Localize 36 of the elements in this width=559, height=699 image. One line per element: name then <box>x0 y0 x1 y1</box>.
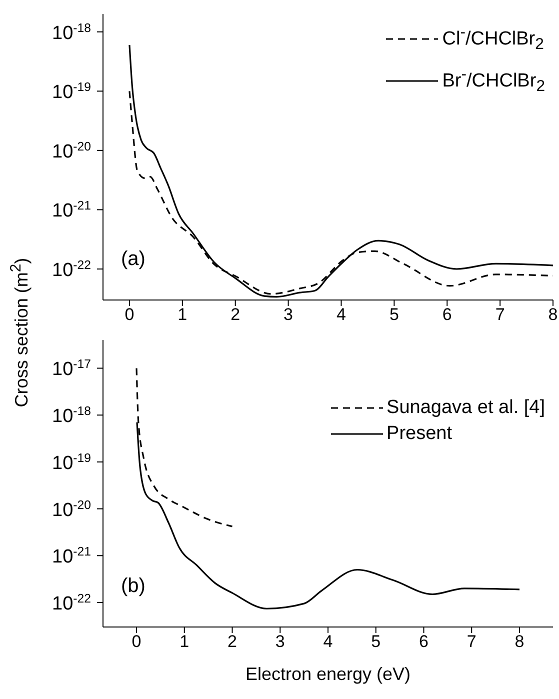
y-tick-label: 10$^{-20}$ <box>52 498 92 521</box>
x-tick-label: 7 <box>495 305 505 324</box>
x-tick-label: 0 <box>132 632 142 652</box>
y-tick-label: 10$^{-22}$ <box>52 592 92 614</box>
x-tick-label: 1 <box>178 305 188 324</box>
x-tick-label: 7 <box>466 632 476 652</box>
y-tick-label: 10$^{-18}$ <box>52 404 92 428</box>
y-tick-label: 10$^{-21}$ <box>52 544 92 568</box>
x-tick-label: 6 <box>419 632 428 652</box>
y-tick-label: 10$^{-17}$ <box>52 357 92 380</box>
y-tick-label: 10$^{-21}$ <box>52 198 92 222</box>
x-tick-label: 2 <box>228 632 237 652</box>
x-tick-label: 4 <box>336 305 346 324</box>
x-tick-label: 6 <box>442 305 452 324</box>
x-tick-label: 2 <box>230 305 240 324</box>
x-tick-label: 3 <box>275 632 285 652</box>
legend-label: Sunagava et al. [4] <box>386 397 545 419</box>
legend-label: Present <box>386 423 452 445</box>
x-tick-label: 1 <box>180 632 190 652</box>
y-tick-label: 10$^{-18}$ <box>52 20 92 44</box>
x-tick-label: 4 <box>323 632 333 652</box>
annotation: (b) <box>121 575 146 598</box>
x-tick-label: 5 <box>389 305 399 324</box>
x-tick-label: 5 <box>371 632 381 652</box>
x-tick-label: 3 <box>284 305 294 324</box>
x-tick-label: 0 <box>124 305 134 324</box>
legend-label: Br$^{-}$/CHClBr$_{2}$ <box>442 66 545 96</box>
legend-label: Cl$^{-}$/CHClBr$_{2}$ <box>442 24 544 54</box>
y-tick-label: 10$^{-20}$ <box>52 139 92 162</box>
y-tick-label: 10$^{-19}$ <box>52 450 92 474</box>
y-tick-label: 10$^{-22}$ <box>52 258 92 281</box>
x-tick-label: 8 <box>548 305 558 324</box>
y-tick-label: 10$^{-19}$ <box>52 80 92 104</box>
annotation: (a) <box>121 248 146 271</box>
x-axis-title: Electron energy (eV) <box>244 664 412 685</box>
x-tick-label: 8 <box>514 632 524 652</box>
